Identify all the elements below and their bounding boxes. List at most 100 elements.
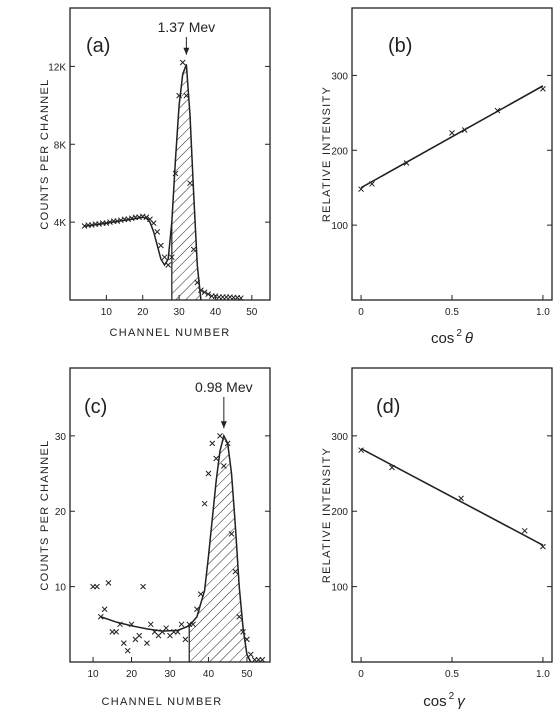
panel-c-y-axis-label: COUNTS PER CHANNEL [39, 439, 51, 590]
data-point [168, 254, 175, 261]
data-point [172, 170, 179, 177]
data-point [259, 656, 266, 663]
data-point [154, 229, 161, 235]
x-tick-label: 1.0 [536, 307, 550, 318]
data-point [236, 613, 243, 620]
panel-d-y-axis-label: RELATIVE INTENSITY [321, 447, 333, 583]
data-point [101, 606, 108, 613]
y-tick-label: 20 [55, 507, 67, 518]
y-tick-label: 300 [331, 71, 348, 82]
data-point [190, 246, 197, 253]
panel-d-label: (d) [376, 396, 400, 418]
data-point [194, 279, 201, 286]
data-point [147, 621, 154, 628]
y-tick-label: 200 [331, 507, 348, 518]
data-point [458, 495, 464, 502]
data-point [238, 295, 244, 301]
data-point [197, 591, 204, 598]
y-tick-label: 300 [331, 432, 348, 443]
data-point [201, 500, 208, 507]
data-point [150, 220, 157, 226]
x-tick-label: 40 [210, 307, 222, 318]
panel-d-x-axis-label: cos 2 γ [423, 691, 466, 710]
y-tick-label: 30 [55, 432, 67, 443]
data-point [205, 470, 212, 477]
x-tick-label: 10 [88, 669, 100, 680]
y-tick-label: 8K [54, 140, 67, 151]
data-point [461, 127, 468, 133]
data-point [174, 628, 181, 635]
panel-a-frame [69, 7, 271, 301]
data-point [540, 86, 546, 92]
data-point [178, 621, 185, 628]
panel-c: (c) 0.98 Mev CHANNEL NUMBER COUNTS PER C… [39, 367, 271, 708]
data-point [139, 213, 146, 220]
data-point [117, 621, 123, 628]
panel-c-x-axis-label: CHANNEL NUMBER [101, 696, 222, 708]
annotation-arrow-c [220, 397, 227, 429]
data-point [403, 160, 410, 166]
panel-b-y-axis-label: RELATIVE INTENSITY [321, 86, 333, 222]
x-tick-label: 30 [164, 669, 176, 680]
data-point [358, 186, 364, 193]
data-point [143, 214, 150, 221]
arrow-head [183, 47, 190, 55]
y-tick-label: 200 [331, 146, 348, 157]
data-point [224, 440, 231, 447]
data-point [232, 568, 239, 575]
x-tick-label: 0 [358, 669, 364, 680]
x-tick-label: 0.5 [445, 669, 459, 680]
peak-energy-annotation-c: 0.98 Mev [195, 379, 253, 395]
x-tick-label: 50 [241, 669, 253, 680]
data-point [213, 455, 220, 462]
x-tick-label: 30 [174, 307, 186, 318]
data-point [369, 181, 375, 187]
panel-b-label: (b) [388, 35, 412, 57]
data-point [358, 447, 364, 454]
panel-a-y-axis-label: COUNTS PER CHANNEL [39, 78, 51, 229]
panel-b-x-axis-label: cos 2 θ [431, 328, 473, 347]
data-point [105, 579, 112, 586]
x-tick-label: 20 [126, 669, 138, 680]
data-point [144, 640, 150, 647]
data-point [449, 130, 455, 136]
data-point [158, 242, 164, 249]
x-tick-label: 1.0 [536, 669, 550, 680]
data-point [217, 432, 223, 439]
data-point [494, 107, 501, 114]
y-tick-label: 4K [54, 218, 67, 229]
data-point [165, 262, 172, 268]
data-point [194, 606, 200, 613]
data-point [179, 59, 186, 66]
data-point [220, 463, 227, 469]
data-point [94, 583, 100, 590]
data-point [128, 621, 135, 628]
shaded-peak-region [188, 434, 252, 663]
y-tick-label: 100 [331, 583, 348, 594]
x-tick-label: 0.5 [445, 307, 459, 318]
data-point [190, 621, 196, 628]
data-point [198, 287, 204, 294]
peak-energy-annotation-a: 1.37 Mev [158, 19, 216, 35]
panel-a-x-axis-label: CHANNEL NUMBER [109, 327, 230, 339]
data-point [209, 440, 216, 447]
x-tick-label: 0 [358, 307, 364, 318]
fit-line [360, 85, 544, 189]
x-tick-label: 20 [137, 307, 149, 318]
data-point [247, 651, 254, 658]
fit-line [360, 447, 544, 546]
arrow-head [220, 421, 227, 429]
data-point [240, 628, 246, 635]
data-point [140, 583, 146, 590]
annotation-arrow-a [183, 37, 190, 55]
x-tick-label: 10 [101, 307, 113, 318]
data-point [521, 527, 528, 534]
data-point [97, 613, 104, 620]
panel-b: (b) cos 2 θ RELATIVE INTENSITY 0 0.5 1.0 100 2… [321, 7, 553, 347]
data-point [389, 464, 395, 471]
y-tick-label: 12K [48, 62, 66, 73]
data-point [205, 291, 212, 298]
data-point [163, 625, 170, 631]
data-point [113, 628, 120, 635]
